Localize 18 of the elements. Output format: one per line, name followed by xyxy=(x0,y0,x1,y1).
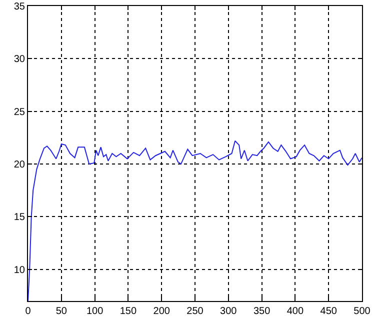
y-tick-label: 35 xyxy=(14,2,26,12)
x-tick-label: 250 xyxy=(186,306,204,317)
line-series xyxy=(28,140,362,301)
y-tick-label: 30 xyxy=(14,54,26,66)
x-tick-label: 500 xyxy=(354,306,371,317)
x-tick-label: 350 xyxy=(253,306,271,317)
y-tick-label: 20 xyxy=(14,160,26,171)
x-tick-label: 0 xyxy=(25,306,32,317)
x-tick-label: 200 xyxy=(153,306,170,317)
x-tick-label: 100 xyxy=(86,306,104,317)
y-tick-label: 15 xyxy=(14,212,26,224)
x-tick-label: 150 xyxy=(120,306,137,317)
x-tick-label: 300 xyxy=(220,306,238,317)
x-tick-label: 50 xyxy=(56,306,68,317)
x-tick-label: 450 xyxy=(320,306,338,317)
x-tick-label: 400 xyxy=(286,306,304,317)
y-tick-label: 25 xyxy=(14,106,26,118)
y-tick-label: 10 xyxy=(14,264,26,276)
